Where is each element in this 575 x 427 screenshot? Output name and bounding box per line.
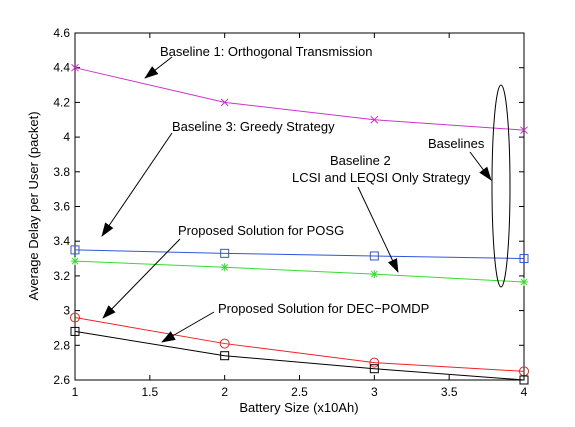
annotation-posg: Proposed Solution for POSG	[178, 223, 344, 238]
x-axis-title: Battery Size (x10Ah)	[239, 400, 358, 415]
y-tick-label: 4.2	[53, 95, 70, 109]
y-tick-label: 4.6	[53, 26, 70, 40]
annotation-baselines: Baselines	[428, 136, 485, 151]
y-tick-label: 3.4	[53, 234, 70, 248]
annotation-baseline3: Baseline 3: Greedy Strategy	[172, 119, 335, 134]
annotation-baseline2-line2: LCSI and LEQSI Only Strategy	[292, 170, 471, 185]
annotation-decpomdp: Proposed Solution for DEC−POMDP	[218, 301, 429, 316]
y-tick-label: 2.8	[53, 338, 70, 352]
data-point	[519, 254, 529, 264]
x-tick-label: 4	[521, 385, 528, 399]
series-layer	[70, 63, 529, 385]
data-point	[71, 63, 79, 72]
data-point	[520, 277, 528, 286]
arrow-baselines	[469, 151, 492, 181]
data-point	[71, 257, 79, 266]
x-tick-label: 3	[371, 385, 378, 399]
arrow-baseline1	[144, 56, 173, 79]
plot-area	[74, 32, 525, 381]
x-axis-ticks: 1 1.5 2 2.5 3 3.5 4	[72, 33, 528, 399]
series-line	[74, 260, 525, 283]
y-tick-label: 3.2	[53, 269, 70, 283]
baselines-ellipse	[491, 84, 511, 288]
data-point	[70, 245, 80, 255]
data-point	[520, 126, 528, 135]
x-tick-label: 1	[72, 385, 79, 399]
data-point	[369, 357, 380, 368]
y-axis-ticks: 2.6 2.8 3 3.2 3.4 3.6 3.8 4 4.2 4.4 4.6	[53, 26, 524, 387]
data-point	[519, 375, 529, 385]
y-tick-label: 2.6	[53, 373, 70, 387]
series-line	[74, 330, 525, 381]
arrow-baseline2	[357, 186, 399, 273]
y-tick-label: 3	[63, 304, 70, 318]
data-point	[219, 338, 230, 349]
data-point	[220, 351, 230, 361]
data-point	[70, 326, 80, 336]
annotation-baseline1: Baseline 1: Orthogonal Transmission	[160, 44, 372, 59]
y-tick-label: 4.4	[53, 61, 70, 75]
x-tick-label: 2	[221, 385, 228, 399]
y-axis-title: Average Delay per User (packet)	[26, 111, 41, 300]
series-line	[74, 67, 525, 131]
arrow-decpomdp	[161, 311, 215, 343]
arrow-baseline3	[101, 132, 173, 237]
data-point	[220, 248, 230, 258]
series-line	[74, 317, 525, 372]
arrow-posg	[102, 238, 181, 319]
y-tick-label: 3.8	[53, 165, 70, 179]
series-line	[74, 249, 525, 260]
x-tick-label: 1.5	[141, 385, 158, 399]
y-tick-label: 4	[63, 130, 70, 144]
x-tick-label: 2.5	[291, 385, 308, 399]
data-point	[220, 263, 229, 272]
data-point	[70, 312, 80, 323]
x-tick-label: 3.5	[441, 385, 458, 399]
y-tick-label: 3.6	[53, 200, 70, 214]
data-point	[369, 364, 379, 374]
annotation-baseline2-line1: Baseline 2	[330, 153, 391, 168]
data-point	[369, 251, 379, 261]
data-point	[220, 98, 229, 107]
data-point	[370, 115, 379, 124]
data-point	[370, 270, 379, 279]
